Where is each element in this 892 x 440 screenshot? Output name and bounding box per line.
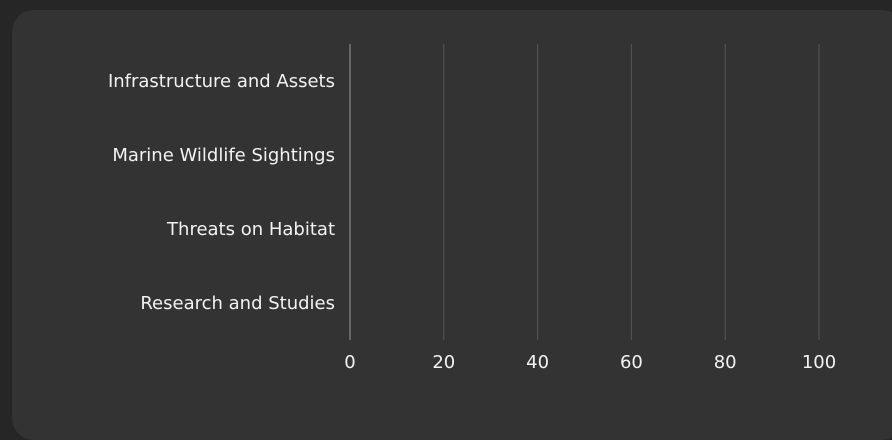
x-tick-label: 0 [344, 352, 355, 373]
category-label: Threats on Habitat [166, 219, 335, 240]
category-labels: Infrastructure and Assets Marine Wildlife… [108, 71, 335, 314]
bar-chart: Infrastructure and Assets Marine Wildlife… [108, 44, 836, 373]
category-label: Marine Wildlife Sightings [112, 145, 335, 166]
x-tick-labels: 0 20 40 60 80 100 [344, 352, 836, 373]
x-tick-label: 100 [802, 352, 836, 373]
x-tick-label: 80 [714, 352, 737, 373]
chart-card [12, 10, 892, 440]
grid-lines [349, 44, 820, 340]
category-label: Research and Studies [140, 293, 335, 314]
category-label: Infrastructure and Assets [108, 71, 335, 92]
x-tick-label: 20 [432, 352, 455, 373]
x-tick-label: 40 [526, 352, 549, 373]
x-tick-label: 60 [620, 352, 643, 373]
